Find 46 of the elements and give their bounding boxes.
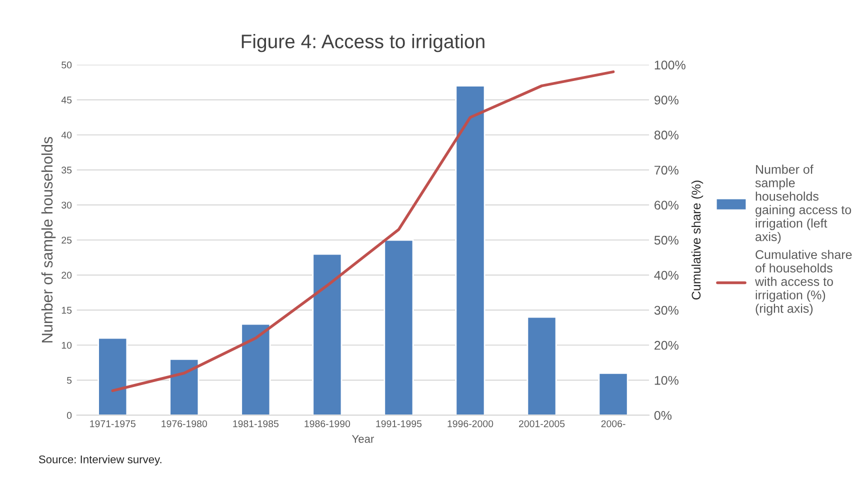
y2-tick-label: 60% bbox=[654, 200, 678, 210]
line-series bbox=[111, 70, 615, 392]
y-tick-label: 45 bbox=[61, 96, 72, 104]
bar bbox=[312, 253, 342, 416]
y-tick-label: 30 bbox=[62, 202, 72, 209]
y2-tick-label: 80% bbox=[654, 130, 678, 140]
y2-tick-label: 30% bbox=[654, 306, 678, 315]
y2-tick-label: 20% bbox=[654, 340, 678, 350]
x-tick-label: 1981-1985 bbox=[233, 420, 279, 428]
x-axis-title: Year bbox=[352, 435, 374, 443]
y2-tick-label: 90% bbox=[654, 96, 678, 104]
legend-label: Number of sample households gaining access to irrigation (left axis) bbox=[755, 164, 852, 244]
y-tick-label: 10 bbox=[62, 342, 72, 349]
y2-tick-label: 100% bbox=[654, 60, 686, 70]
y2-axis-title: Cumulative share (%) bbox=[691, 180, 704, 300]
bar bbox=[240, 323, 271, 416]
y2-tick-label: 40% bbox=[654, 270, 678, 280]
x-tick-label: 1971-1975 bbox=[90, 420, 136, 428]
x-tick-label: 1986-1990 bbox=[304, 420, 350, 428]
y2-tick-label: 10% bbox=[654, 376, 678, 385]
bar bbox=[98, 337, 128, 416]
y2-tick-label: 0% bbox=[654, 411, 672, 420]
y2-tick-label: 50% bbox=[654, 236, 678, 245]
legend-label: Cumulative share of households with access to irrigation (%) (right axis) bbox=[754, 250, 852, 316]
x-tick-label: 1996-2000 bbox=[448, 420, 494, 428]
y-tick-label: 15 bbox=[62, 306, 72, 314]
bar bbox=[384, 239, 414, 416]
x-tick-label: 1991-1995 bbox=[376, 420, 422, 428]
y-tick-label: 0 bbox=[66, 412, 72, 419]
x-tick-label: 1976-1980 bbox=[162, 420, 208, 428]
y-tick-label: 50 bbox=[62, 62, 72, 68]
x-tick-label: 2001-2005 bbox=[519, 420, 565, 428]
x-tick-label: 2006- bbox=[601, 420, 626, 428]
y-tick-label: 5 bbox=[66, 376, 72, 384]
bar bbox=[455, 85, 486, 416]
bar bbox=[598, 372, 628, 416]
y-tick-label: 40 bbox=[61, 132, 72, 138]
y-tick-label: 20 bbox=[62, 272, 72, 279]
bar bbox=[169, 358, 200, 416]
chart-title: Figure 4: Access to irrigation bbox=[242, 34, 484, 52]
source-note: Source: Interview survey. bbox=[38, 455, 162, 466]
y-tick-label: 25 bbox=[62, 236, 72, 244]
y-tick-label: 35 bbox=[62, 166, 72, 174]
y2-tick-label: 70% bbox=[654, 166, 678, 175]
y-axis-title: Number of sample households bbox=[41, 136, 56, 342]
bar bbox=[526, 316, 557, 416]
